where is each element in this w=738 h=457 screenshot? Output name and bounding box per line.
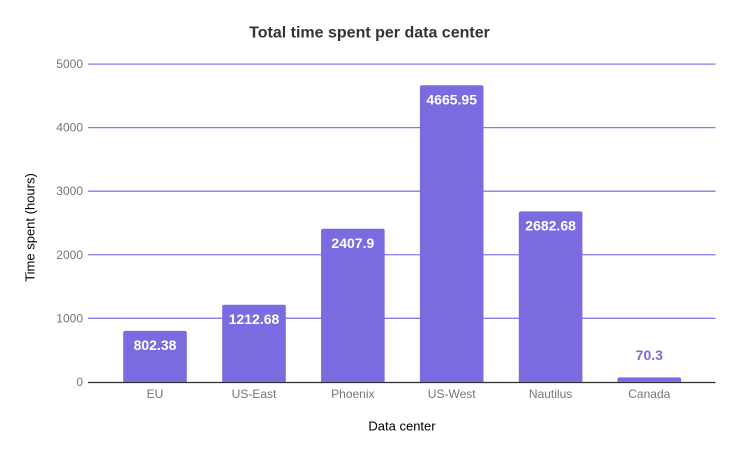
svg-text:5000: 5000 [56, 57, 83, 71]
svg-text:US-East: US-East [232, 387, 277, 401]
svg-text:Total time spent per data cent: Total time spent per data center [249, 25, 490, 42]
svg-text:Canada: Canada [628, 387, 670, 401]
svg-text:Time spent (hours): Time spent (hours) [23, 173, 38, 282]
svg-text:802.38: 802.38 [134, 337, 177, 353]
svg-text:4665.95: 4665.95 [426, 92, 477, 108]
svg-text:US-West: US-West [428, 387, 476, 401]
svg-text:2682.68: 2682.68 [525, 218, 576, 234]
svg-text:Nautilus: Nautilus [529, 387, 572, 401]
svg-text:0: 0 [76, 375, 83, 389]
svg-text:1000: 1000 [56, 311, 83, 325]
svg-text:2000: 2000 [56, 248, 83, 262]
svg-text:1212.68: 1212.68 [229, 311, 280, 327]
svg-text:Phoenix: Phoenix [331, 387, 374, 401]
svg-text:EU: EU [147, 387, 164, 401]
svg-text:2407.9: 2407.9 [331, 235, 374, 251]
svg-text:3000: 3000 [56, 184, 83, 198]
svg-text:4000: 4000 [56, 121, 83, 135]
svg-text:70.3: 70.3 [636, 347, 663, 363]
svg-text:Data center: Data center [368, 419, 436, 434]
